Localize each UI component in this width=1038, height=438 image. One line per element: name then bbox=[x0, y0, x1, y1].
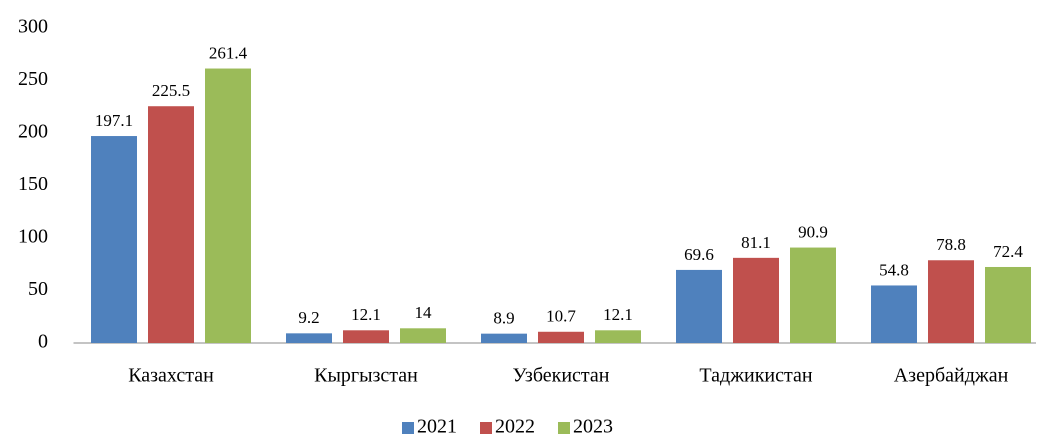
x-tick-label: Азербайджан bbox=[894, 365, 1009, 387]
bar bbox=[985, 266, 1031, 343]
y-tick-label: 150 bbox=[18, 173, 48, 195]
y-tick-label: 200 bbox=[18, 121, 48, 143]
value-label: 69.6 bbox=[684, 245, 714, 264]
value-label: 197.1 bbox=[95, 111, 133, 130]
x-tick-label: Узбекистан bbox=[513, 365, 610, 387]
bar bbox=[790, 247, 836, 343]
value-label: 225.5 bbox=[152, 81, 190, 100]
bar bbox=[286, 333, 332, 343]
bar bbox=[400, 328, 446, 343]
bar bbox=[538, 331, 584, 343]
bar bbox=[928, 260, 974, 343]
bar bbox=[871, 285, 917, 343]
bar bbox=[733, 257, 779, 343]
value-label: 261.4 bbox=[209, 43, 248, 62]
y-tick-label: 250 bbox=[18, 68, 48, 90]
x-tick-label: Кыргызстан bbox=[314, 365, 418, 387]
bar bbox=[481, 333, 527, 343]
value-label: 9.2 bbox=[298, 308, 319, 327]
bar bbox=[91, 136, 137, 343]
legend-label: 2021 bbox=[417, 416, 457, 438]
y-tick-label: 100 bbox=[18, 226, 48, 248]
value-label: 12.1 bbox=[351, 305, 381, 324]
value-label: 8.9 bbox=[493, 309, 514, 328]
y-tick-label: 300 bbox=[18, 16, 48, 38]
bar bbox=[148, 106, 194, 343]
legend-label: 2023 bbox=[573, 416, 613, 438]
bar bbox=[676, 269, 722, 343]
y-tick-label: 50 bbox=[28, 278, 48, 300]
bar bbox=[343, 330, 389, 343]
legend-swatch bbox=[558, 422, 570, 434]
bar bbox=[205, 68, 251, 343]
y-tick-label: 0 bbox=[38, 331, 48, 353]
value-label: 72.4 bbox=[993, 242, 1023, 261]
bar bbox=[595, 330, 641, 343]
value-label: 10.7 bbox=[546, 307, 576, 326]
legend-swatch bbox=[480, 422, 492, 434]
legend-swatch bbox=[402, 422, 414, 434]
value-label: 54.8 bbox=[879, 260, 909, 279]
value-label: 12.1 bbox=[603, 305, 633, 324]
x-tick-label: Таджикистан bbox=[699, 365, 812, 387]
value-label: 78.8 bbox=[936, 235, 966, 254]
legend-label: 2022 bbox=[495, 416, 535, 438]
value-label: 14 bbox=[415, 303, 433, 322]
x-tick-label: Казахстан bbox=[128, 365, 214, 387]
value-label: 90.9 bbox=[798, 222, 828, 241]
value-label: 81.1 bbox=[741, 233, 771, 252]
